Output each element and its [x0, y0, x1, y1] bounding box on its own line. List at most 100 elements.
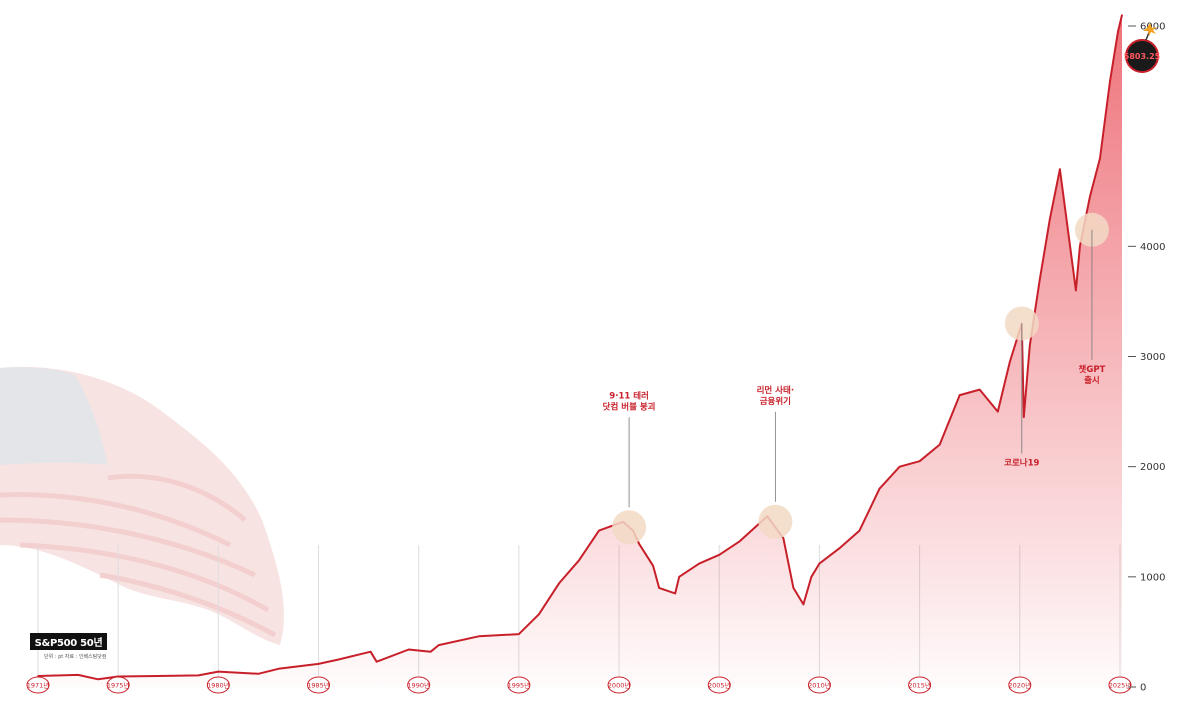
x-tick-marker	[307, 676, 331, 694]
area-fill	[38, 15, 1122, 687]
unit-note: 단위 : pt 자료 : 인베스팅닷컴	[44, 654, 107, 660]
end-badge: 5803.25	[1124, 23, 1161, 73]
x-tick-marker	[607, 676, 631, 694]
chart-title: S&P500 50년	[30, 633, 107, 650]
annotation-label: 코로나19	[1004, 457, 1039, 468]
flag-illustration	[0, 366, 284, 645]
annotation-label: 챗GPT	[1079, 364, 1106, 375]
data-point	[558, 582, 560, 585]
data-point	[1099, 157, 1101, 159]
data-point	[407, 648, 410, 651]
data-point	[978, 388, 981, 391]
x-tick-marker	[407, 676, 431, 694]
data-point	[938, 443, 941, 446]
x-tick-label: 1971년	[27, 681, 50, 690]
y-axis: 0 1000 2000 3000 4000 6000	[1128, 22, 1165, 694]
data-point	[918, 460, 921, 463]
data-point	[217, 670, 220, 673]
x-tick-marker	[707, 676, 731, 694]
data-point	[802, 603, 805, 606]
x-tick-label: 1985년	[307, 681, 330, 690]
data-point	[838, 547, 841, 549]
data-point	[1029, 344, 1031, 347]
x-tick-marker	[1008, 676, 1032, 694]
x-tick-marker	[26, 676, 50, 694]
data-point	[478, 635, 480, 638]
data-point	[1075, 289, 1077, 292]
data-point	[958, 394, 961, 396]
data-point	[437, 644, 440, 646]
data-point	[858, 529, 861, 532]
spark-icon	[1143, 23, 1157, 36]
data-point	[1079, 245, 1081, 248]
data-point	[337, 658, 340, 661]
y-tick-label: 2000	[1140, 462, 1165, 473]
data-point	[578, 559, 580, 562]
data-point	[277, 668, 280, 670]
data-point	[1089, 196, 1091, 198]
x-tick-marker	[1108, 676, 1132, 694]
x-tick-marker	[507, 676, 531, 694]
data-point	[1121, 14, 1123, 16]
data-point	[652, 565, 654, 567]
data-point	[369, 650, 372, 653]
x-tick-label: 1990년	[407, 681, 430, 690]
annotation-label: 출시	[1084, 375, 1100, 386]
data-point	[77, 674, 79, 676]
x-tick-marker	[908, 676, 932, 694]
x-tick-marker	[106, 676, 130, 694]
data-point	[698, 562, 700, 565]
annotation-label: 9·11 테러	[609, 390, 649, 401]
data-point	[1039, 278, 1041, 281]
data-point	[1049, 218, 1051, 220]
data-point	[1117, 30, 1119, 33]
x-axis: 1971년 1975년 1980년 1985년 1990년 1995년 2000년 2005년…	[26, 676, 1132, 694]
y-tick-label: 4000	[1140, 242, 1165, 253]
data-point	[782, 537, 785, 540]
x-tick-marker	[807, 676, 831, 694]
data-point	[1059, 168, 1061, 170]
data-point	[638, 543, 640, 545]
x-tick-label: 2020년	[1009, 681, 1032, 690]
data-point	[317, 663, 320, 665]
y-tick-label: 1000	[1140, 572, 1165, 583]
data-point	[898, 465, 901, 468]
data-point	[37, 675, 39, 677]
annotation-label: 금융위기	[760, 396, 791, 407]
y-tick-label: 3000	[1140, 352, 1165, 363]
data-point	[678, 576, 680, 578]
end-badge-circle	[1125, 39, 1159, 73]
data-point	[738, 540, 741, 543]
data-point	[197, 674, 200, 677]
data-point	[674, 592, 676, 595]
data-point	[157, 675, 159, 677]
y-tick-label: 6000	[1140, 22, 1165, 33]
data-point	[598, 529, 600, 532]
x-tick-label: 2025년	[1109, 681, 1132, 690]
data-point	[658, 587, 660, 589]
data-point	[375, 660, 378, 663]
x-tick-label: 2000년	[608, 681, 631, 690]
event-marker	[612, 510, 647, 545]
data-point	[1009, 361, 1011, 363]
series-line	[37, 14, 1123, 681]
data-point	[818, 562, 821, 565]
data-point	[257, 673, 260, 675]
annotation-label: 리먼 사태·	[757, 385, 794, 396]
x-tick-label: 1980년	[207, 681, 230, 690]
annotation-label: 닷컴 버블 붕괴	[603, 401, 656, 412]
data-point	[997, 410, 999, 413]
data-point	[1109, 80, 1111, 82]
data-point	[429, 650, 432, 653]
data-point	[810, 576, 813, 578]
x-tick-label: 2005년	[708, 681, 731, 690]
event-marker	[758, 504, 793, 539]
data-point	[792, 587, 795, 589]
x-tick-label: 2015년	[908, 681, 931, 690]
end-badge-label: 5803.25	[1124, 52, 1161, 61]
data-point	[97, 678, 99, 681]
x-tick-label: 1995년	[508, 681, 531, 690]
data-point	[1023, 416, 1025, 418]
